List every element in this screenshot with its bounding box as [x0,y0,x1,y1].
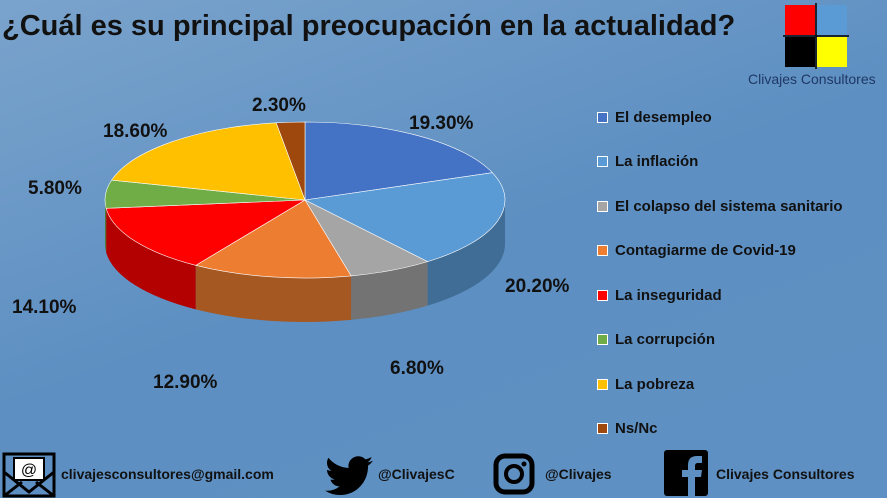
chart-title: ¿Cuál es su principal preocupación en la… [2,10,736,42]
legend: El desempleo La inflación El colapso del s… [597,95,843,451]
legend-item-2: El colapso del sistema sanitario [597,184,843,229]
legend-label-5: La corrupción [615,331,716,349]
legend-item-4: La inseguridad [597,273,843,318]
legend-label-2: El colapso del sistema sanitario [615,197,843,215]
logo-blue [817,5,847,35]
brand-name: Clivajes Consultores [748,71,876,87]
logo-axes-icon [783,3,849,69]
email-link[interactable]: clivajesconsultores@gmail.com [61,466,274,482]
facebook-icon [664,450,708,496]
legend-swatch-3 [597,245,608,257]
legend-label-6: La pobreza [615,375,695,393]
legend-item-7: Ns/Nc [597,407,843,452]
pie-side-5 [105,200,107,253]
data-label-4: 14.10% [12,297,77,318]
legend-swatch-1 [597,156,608,168]
pie-side-3 [195,265,352,322]
footer: @ clivajesconsultores@gmail.com @Clivaje… [0,448,887,498]
legend-item-0: El desempleo [597,95,843,140]
legend-label-1: La inflación [615,153,699,171]
data-label-5: 5.80% [28,178,82,199]
legend-label-4: La inseguridad [615,286,722,304]
instagram-link[interactable]: @Clivajes [545,466,612,482]
legend-swatch-5 [597,334,608,346]
svg-text:@: @ [21,462,37,479]
legend-swatch-0 [597,111,608,123]
pie-slice-0 [304,121,493,201]
pie-side-4 [106,208,196,310]
data-label-7: 2.30% [252,95,306,116]
data-label-3: 12.90% [153,372,218,393]
data-label-6: 18.60% [103,121,168,142]
pie-slice-7 [275,121,306,201]
legend-item-5: La corrupción [597,318,843,363]
legend-label-0: El desempleo [615,108,712,126]
legend-label-3: Contagiarme de Covid-19 [615,242,796,260]
legend-item-6: La pobreza [597,362,843,407]
pie-chart [104,121,506,322]
logo [783,3,849,69]
legend-item-3: Contagiarme de Covid-19 [597,229,843,274]
data-label-2: 6.80% [390,358,444,379]
pie-side-1 [427,200,505,306]
data-label-1: 20.20% [505,276,570,297]
legend-swatch-7 [597,423,608,435]
legend-label-7: Ns/Nc [615,420,658,438]
legend-swatch-2 [597,200,608,212]
legend-item-1: La inflación [597,140,843,185]
pie-side-2 [351,261,428,320]
email-icon: @ [2,452,56,498]
pie-slice-3 [194,199,352,279]
legend-swatch-6 [597,378,608,390]
logo-yellow [817,37,847,67]
pie-slice-1 [304,172,506,262]
facebook-link[interactable]: Clivajes Consultores [716,466,855,482]
data-label-0: 19.30% [409,113,474,134]
instagram-icon [493,453,535,495]
twitter-link[interactable]: @ClivajesC [378,466,455,482]
legend-swatch-4 [597,289,608,301]
pie-slice-4 [105,199,306,266]
twitter-icon [325,456,373,495]
logo-black [785,37,815,67]
logo-red [785,5,815,35]
pie-slice-6 [111,122,306,201]
